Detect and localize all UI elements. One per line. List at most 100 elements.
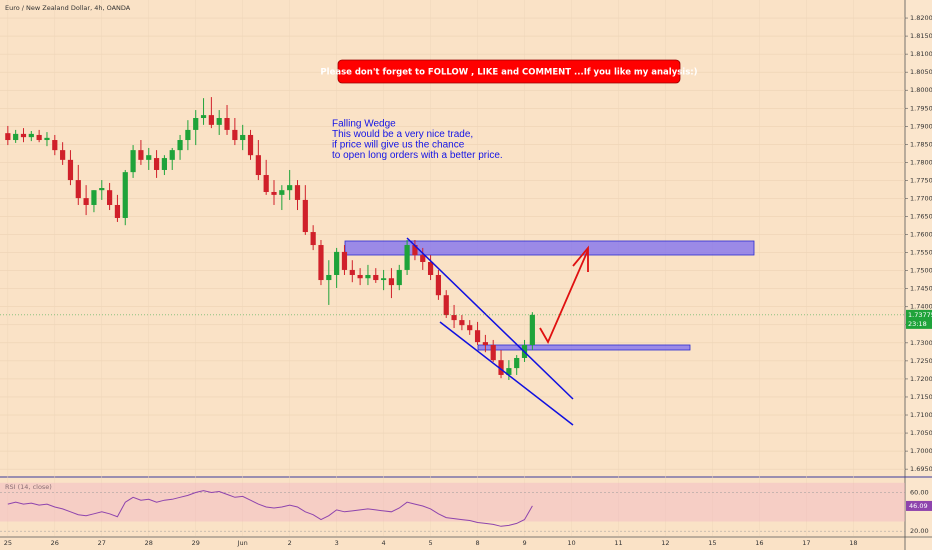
- candle-body: [427, 261, 434, 275]
- candle-body: [208, 115, 214, 125]
- candle-body: [247, 134, 254, 156]
- rsi-band: [0, 482, 905, 522]
- candle-body: [349, 269, 355, 275]
- x-tick-label: 11: [614, 539, 622, 547]
- candle-body: [153, 158, 160, 170]
- candle-body: [318, 245, 324, 281]
- candle-body: [91, 190, 97, 205]
- candle-body: [334, 251, 340, 275]
- y-tick-label: 1.71000: [910, 411, 932, 419]
- y-tick-label: 1.81000: [910, 50, 932, 58]
- y-tick-label: 1.80000: [910, 86, 932, 94]
- note-line: This would be a very nice trade,: [332, 129, 473, 140]
- candle-body: [529, 314, 535, 346]
- y-tick-label: 1.71500: [910, 393, 932, 401]
- candle-body: [216, 118, 222, 125]
- candle-body: [404, 245, 410, 270]
- candle-body: [435, 274, 442, 296]
- candle-body: [498, 360, 504, 375]
- note-line: to open long orders with a better price.: [332, 150, 503, 161]
- candle-body: [506, 368, 512, 375]
- candle-body: [294, 185, 301, 200]
- rsi-tick-label: 60.00: [910, 489, 929, 497]
- candle-body: [263, 175, 269, 192]
- y-tick-label: 1.76000: [910, 231, 932, 239]
- y-tick-label: 1.76500: [910, 213, 932, 221]
- candle-body: [107, 190, 113, 205]
- candle-body: [36, 134, 42, 141]
- candle-body: [341, 251, 348, 270]
- x-tick-label: 28: [145, 539, 153, 547]
- rsi-tick-label: 20.00: [910, 527, 929, 535]
- price-axis-bg: [905, 0, 932, 550]
- candle-body: [459, 320, 465, 326]
- y-tick-label: 1.78000: [910, 158, 932, 166]
- candle-body: [5, 133, 11, 141]
- y-tick-label: 1.75500: [910, 249, 932, 257]
- projection-arrow: [539, 249, 589, 345]
- candle-body: [52, 140, 58, 151]
- x-tick-label: 27: [98, 539, 106, 547]
- x-tick-label: 5: [429, 539, 433, 547]
- candle-body: [279, 190, 285, 195]
- y-tick-label: 1.77000: [910, 194, 932, 202]
- candle-body: [396, 269, 402, 286]
- candle-body: [420, 255, 426, 262]
- candle-body: [326, 274, 332, 281]
- last-price-label: 1.73775: [908, 311, 932, 319]
- candle-body: [28, 133, 34, 138]
- x-tick-label: 8: [475, 539, 479, 547]
- candle-body: [232, 129, 238, 141]
- x-tick-label: 29: [192, 539, 200, 547]
- y-tick-label: 1.82000: [910, 14, 932, 22]
- candle-body: [193, 118, 199, 130]
- wedge-upper-line: [406, 237, 574, 400]
- banner-box: [337, 59, 681, 84]
- candle-body: [185, 129, 191, 141]
- rsi-line: [7, 490, 533, 527]
- y-tick-label: 1.70500: [910, 429, 932, 437]
- x-tick-label: 10: [567, 539, 575, 547]
- candle-body: [365, 274, 371, 279]
- resistance-zone: [344, 240, 755, 256]
- candle-body: [467, 325, 473, 331]
- candle-body: [310, 232, 316, 246]
- candle-body: [287, 185, 293, 191]
- candle-body: [514, 357, 520, 369]
- candle-body: [44, 137, 50, 141]
- x-tick-label: 15: [708, 539, 716, 547]
- candle-body: [482, 342, 488, 346]
- y-tick-label: 1.79500: [910, 104, 932, 112]
- x-tick-label: 9: [522, 539, 526, 547]
- rsi-title: RSI (14, close): [5, 483, 52, 491]
- x-tick-label: 17: [802, 539, 810, 547]
- x-tick-label: 3: [335, 539, 339, 547]
- candle-body: [451, 315, 457, 321]
- candle-body: [146, 155, 152, 160]
- candle-body: [138, 150, 144, 160]
- candle-body: [177, 140, 183, 151]
- candle-body: [255, 155, 261, 176]
- chart-title: Euro / New Zealand Dollar, 4h, OANDA: [5, 4, 131, 12]
- y-tick-label: 1.74500: [910, 285, 932, 293]
- note-line: Falling Wedge: [332, 119, 396, 130]
- candle-body: [357, 274, 363, 279]
- y-tick-label: 1.75000: [910, 267, 932, 275]
- candle-body: [224, 118, 230, 130]
- y-tick-label: 1.81500: [910, 32, 932, 40]
- last-price-box: [906, 309, 932, 329]
- y-tick-label: 1.80500: [910, 68, 932, 76]
- support-zone: [477, 344, 691, 351]
- candle-body: [240, 134, 246, 141]
- countdown-label: 23:18: [908, 320, 927, 328]
- y-tick-label: 1.78500: [910, 140, 932, 148]
- wedge-lower-line: [439, 321, 574, 426]
- candle-body: [20, 133, 27, 138]
- y-tick-label: 1.72000: [910, 375, 932, 383]
- y-tick-label: 1.70000: [910, 447, 932, 455]
- candle-body: [13, 133, 19, 141]
- x-tick-label: Jun: [237, 539, 248, 547]
- x-tick-label: 16: [755, 539, 763, 547]
- candle-body: [302, 199, 308, 233]
